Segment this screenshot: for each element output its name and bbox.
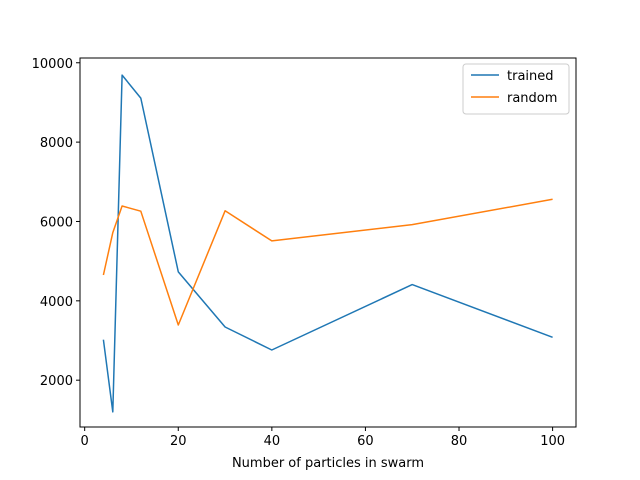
x-axis-label: Number of particles in swarm [232, 456, 424, 471]
x-tick-label: 20 [170, 434, 187, 449]
legend-label-trained: trained [507, 69, 554, 84]
legend-box [462, 63, 570, 115]
series-line-trained [102, 74, 553, 413]
y-tick-label: 8000 [40, 136, 73, 151]
y-axis-ticks: 2000 4000 6000 8000 10000 [32, 57, 80, 389]
x-tick-label: 60 [357, 434, 374, 449]
axes-frame [79, 57, 577, 428]
x-tick-label: 40 [264, 434, 281, 449]
legend-label-random: random [507, 91, 557, 106]
x-tick-label: 80 [451, 434, 468, 449]
y-tick-label: 6000 [40, 215, 73, 230]
series-layer [102, 74, 553, 413]
series-line-random [102, 198, 553, 326]
y-tick-label: 2000 [40, 374, 73, 389]
y-tick-label: 4000 [40, 295, 73, 310]
x-tick-label: 0 [81, 434, 89, 449]
x-axis-ticks: 0 20 40 60 80 100 [81, 427, 565, 449]
y-tick-label: 10000 [32, 57, 73, 72]
x-tick-label: 100 [540, 434, 565, 449]
legend: trained random [462, 63, 570, 115]
